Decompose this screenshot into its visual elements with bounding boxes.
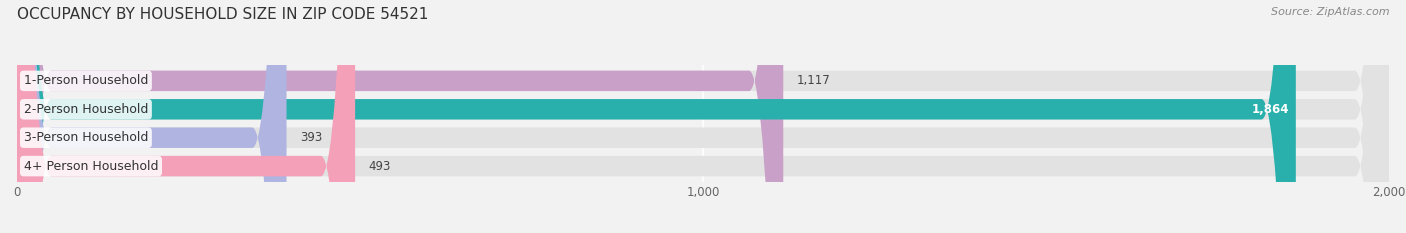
Text: OCCUPANCY BY HOUSEHOLD SIZE IN ZIP CODE 54521: OCCUPANCY BY HOUSEHOLD SIZE IN ZIP CODE …: [17, 7, 429, 22]
FancyBboxPatch shape: [17, 0, 356, 233]
FancyBboxPatch shape: [17, 0, 287, 233]
Text: 1-Person Household: 1-Person Household: [24, 74, 148, 87]
Text: 4+ Person Household: 4+ Person Household: [24, 160, 159, 173]
Text: Source: ZipAtlas.com: Source: ZipAtlas.com: [1271, 7, 1389, 17]
Text: 393: 393: [301, 131, 322, 144]
FancyBboxPatch shape: [17, 0, 1296, 233]
Text: 493: 493: [368, 160, 391, 173]
FancyBboxPatch shape: [17, 0, 783, 233]
Text: 2-Person Household: 2-Person Household: [24, 103, 148, 116]
Text: 1,864: 1,864: [1251, 103, 1289, 116]
FancyBboxPatch shape: [17, 0, 1389, 233]
Text: 3-Person Household: 3-Person Household: [24, 131, 148, 144]
Text: 1,117: 1,117: [797, 74, 831, 87]
FancyBboxPatch shape: [17, 0, 1389, 233]
FancyBboxPatch shape: [17, 0, 1389, 233]
FancyBboxPatch shape: [17, 0, 1389, 233]
